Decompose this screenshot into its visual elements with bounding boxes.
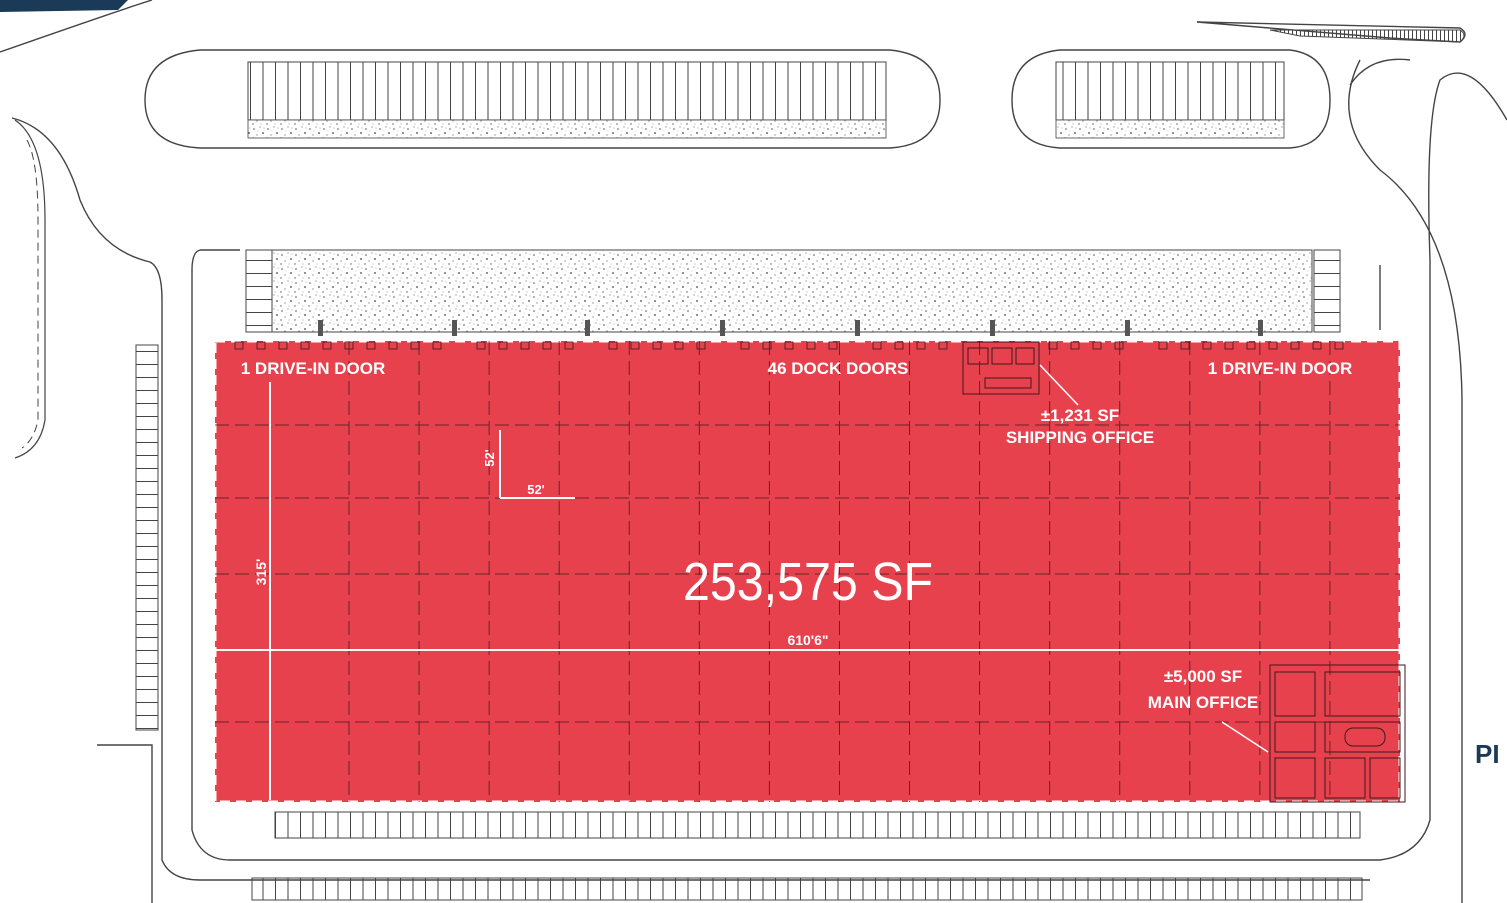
dock-door-marker (696, 341, 706, 350)
dock-door-marker (388, 341, 398, 350)
dock-door-marker (872, 341, 882, 350)
corner-tab (0, 0, 128, 12)
dock-door-marker (564, 341, 574, 350)
dock-door-marker (1290, 341, 1300, 350)
north-parking-left (144, 49, 941, 149)
dock-door-marker (1158, 341, 1168, 350)
dock-door-marker (498, 341, 508, 350)
dock-door-marker (1246, 341, 1256, 350)
dock-door-marker (938, 341, 948, 350)
dock-door-marker (1180, 341, 1190, 350)
dock-door-marker (256, 341, 266, 350)
total-area-label: 253,575 SF (683, 552, 933, 612)
shipping-office-plan (962, 341, 1040, 395)
light-pole (452, 320, 457, 336)
bay-width-label: 52' (527, 482, 545, 497)
median-hatch (1269, 29, 1465, 43)
dock-door-marker (1312, 341, 1322, 350)
main-office-area-label: ±5,000 SF (1164, 667, 1242, 686)
dock-door-marker (300, 341, 310, 350)
dock-door-marker (894, 341, 904, 350)
dock-doors-label: 46 DOCK DOORS (768, 359, 909, 378)
dock-door-marker (1048, 341, 1058, 350)
dock-door-marker (476, 341, 486, 350)
dock-door-marker (630, 341, 640, 350)
dock-door-marker (278, 341, 288, 350)
dock-door-marker (1268, 341, 1278, 350)
dock-door-marker (542, 341, 552, 350)
warehouse-footprint (213, 339, 1402, 804)
bay-depth-label: 52' (482, 449, 497, 467)
dock-door-marker (1092, 341, 1102, 350)
building-width-label: 610'6" (787, 632, 828, 648)
dock-door-marker (1224, 341, 1234, 350)
dock-door-marker (740, 341, 750, 350)
dock-door-marker (806, 341, 816, 350)
dock-door-marker (1334, 341, 1344, 350)
shipping-office-area-label: ±1,231 SF (1041, 406, 1119, 425)
main-office-name-label: MAIN OFFICE (1148, 693, 1259, 712)
shipping-office-leader (1039, 364, 1079, 406)
drive-in-door-right-label: 1 DRIVE-IN DOOR (1208, 359, 1353, 378)
edge-fragment-text: PI (1475, 739, 1500, 769)
dock-door-marker (828, 341, 838, 350)
dock-door-marker (652, 341, 662, 350)
light-pole (1258, 320, 1263, 336)
dock-door-marker (916, 341, 926, 350)
light-pole (855, 320, 860, 336)
light-pole (585, 320, 590, 336)
dock-door-marker (322, 341, 332, 350)
dock-door-marker (1202, 341, 1212, 350)
light-pole (720, 320, 725, 336)
light-pole (990, 320, 995, 336)
main-office-leader (1221, 721, 1269, 753)
dock-door-marker (234, 341, 244, 350)
dock-door-marker (762, 341, 772, 350)
left-island (14, 119, 46, 459)
dock-door-marker (520, 341, 530, 350)
truck-court (271, 249, 1313, 333)
dock-door-marker (432, 341, 442, 350)
south-parking (251, 811, 1363, 901)
building-depth-label: 315' (253, 559, 269, 586)
dock-door-marker (608, 341, 618, 350)
dock-door-marker (366, 341, 376, 350)
light-pole (1125, 320, 1130, 336)
dock-door-markers (234, 320, 1344, 350)
drive-in-door-left-label: 1 DRIVE-IN DOOR (241, 359, 386, 378)
west-parking (135, 344, 159, 731)
dock-door-marker (674, 341, 684, 350)
main-office-plan (1269, 664, 1406, 803)
dimension-lines (215, 382, 1400, 800)
north-parking-right (1011, 49, 1331, 149)
dock-door-marker (1070, 341, 1080, 350)
dock-door-marker (1114, 341, 1124, 350)
dock-door-marker (784, 341, 794, 350)
light-pole (318, 320, 323, 336)
shipping-office-name-label: SHIPPING OFFICE (1006, 428, 1154, 447)
